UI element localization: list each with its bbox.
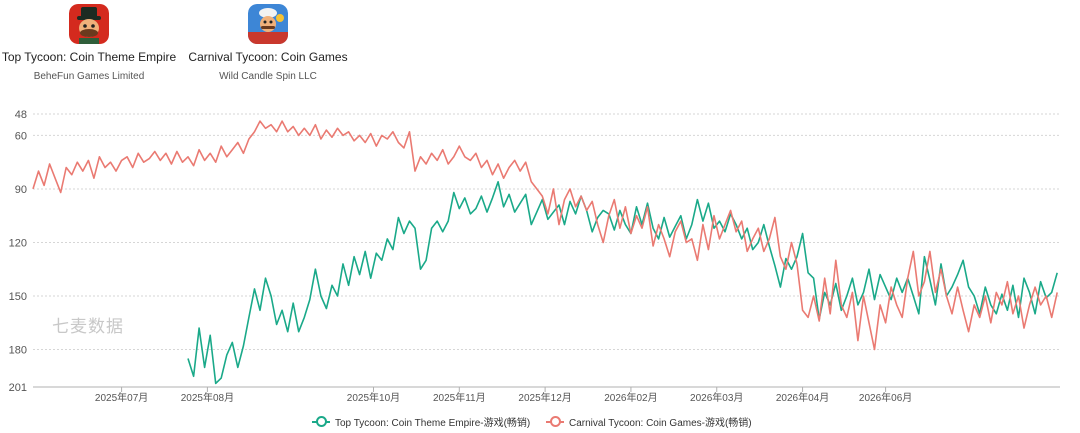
y-tick-label: 180 bbox=[9, 345, 27, 357]
x-tick-label: 2026年06月 bbox=[859, 391, 912, 404]
y-tick-label: 120 bbox=[9, 237, 27, 249]
y-axis: 48 60 90 120 150 180 201 bbox=[9, 109, 27, 394]
legend-label: Carnival Tycoon: Coin Games-游戏(畅销) bbox=[569, 418, 752, 429]
tycoon-man-icon bbox=[69, 4, 109, 44]
legend-label: Top Tycoon: Coin Theme Empire-游戏(畅销) bbox=[335, 418, 531, 429]
chart-legend: Top Tycoon: Coin Theme Empire-游戏(畅销) Car… bbox=[0, 414, 1080, 432]
series-lines bbox=[32, 120, 1058, 385]
watermark: 七麦数据 bbox=[52, 317, 124, 337]
carnival-tycoon-icon bbox=[248, 4, 288, 44]
legend-item-carnival-tycoon[interactable]: Carnival Tycoon: Coin Games-游戏(畅销) bbox=[546, 414, 752, 429]
legend-item-top-tycoon[interactable]: Top Tycoon: Coin Theme Empire-游戏(畅销) bbox=[312, 414, 530, 429]
legend-swatch bbox=[546, 415, 564, 427]
y-tick-label: 60 bbox=[15, 130, 27, 142]
series-line-top-tycoon bbox=[187, 181, 1058, 385]
x-tick-label: 2026年03月 bbox=[690, 391, 743, 404]
app-developer: Wild Candle Spin LLC bbox=[219, 71, 317, 82]
chart-grid bbox=[33, 113, 1060, 351]
y-tick-label: 150 bbox=[9, 291, 27, 303]
x-tick-label: 2026年04月 bbox=[776, 391, 829, 404]
x-tick-label: 2025年07月 bbox=[95, 391, 148, 404]
x-tick-label: 2025年12月 bbox=[518, 391, 571, 404]
x-tick-label: 2025年11月 bbox=[433, 391, 486, 404]
series-line-carnival-tycoon bbox=[32, 120, 1058, 351]
x-axis: 2025年07月 2025年08月 2025年10月 2025年11月 2025年12月… bbox=[33, 386, 1060, 404]
x-tick-label: 2026年02月 bbox=[604, 391, 657, 404]
y-tick-label: 90 bbox=[15, 184, 27, 196]
x-tick-label: 2025年08月 bbox=[181, 391, 234, 404]
y-tick-label: 201 bbox=[9, 382, 27, 394]
x-tick-label: 2025年10月 bbox=[347, 391, 400, 404]
app-name: Top Tycoon: Coin Theme Empire bbox=[1, 50, 177, 64]
app-name: Carnival Tycoon: Coin Games bbox=[188, 50, 348, 64]
app-card-carnival-tycoon[interactable]: Carnival Tycoon: Coin Games Wild Candle … bbox=[183, 4, 353, 82]
y-tick-label: 48 bbox=[15, 109, 27, 121]
legend-swatch bbox=[312, 415, 330, 427]
app-card-top-tycoon[interactable]: Top Tycoon: Coin Theme Empire BeheFun Ga… bbox=[0, 4, 178, 82]
app-developer: BeheFun Games Limited bbox=[33, 71, 145, 82]
